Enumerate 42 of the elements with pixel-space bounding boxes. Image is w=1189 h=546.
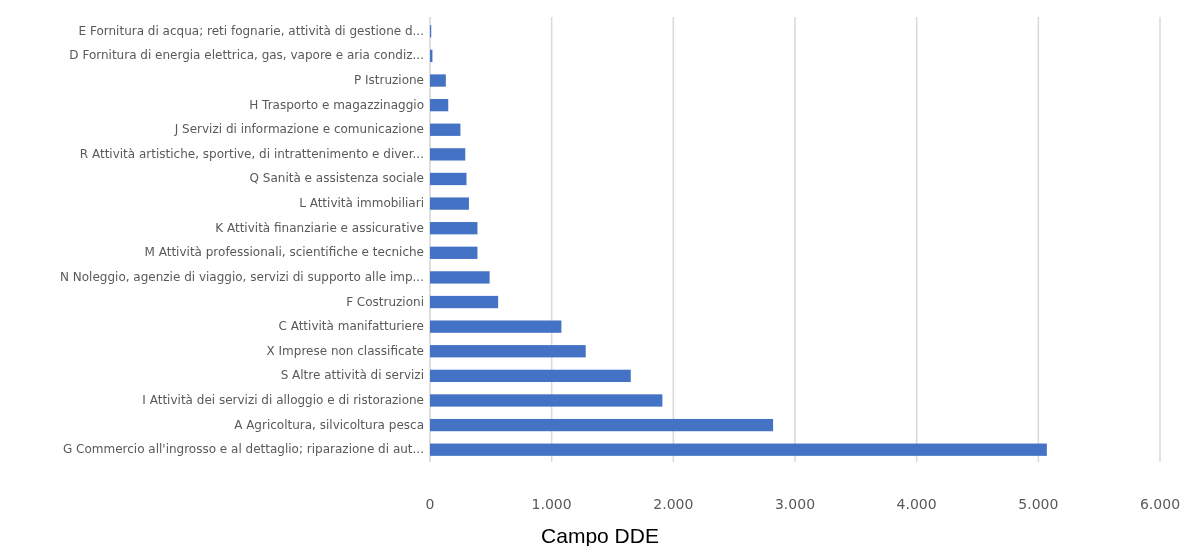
y-tick-label: F Costruzioni — [346, 294, 424, 309]
y-tick-label: H Trasporto e magazzinaggio — [249, 97, 424, 112]
x-tick-label: 1.000 — [531, 496, 572, 512]
bar — [430, 98, 449, 112]
y-tick-label: E Fornitura di acqua; reti fognarie, attività di gestione d... — [78, 23, 424, 38]
bar — [430, 295, 499, 309]
bar — [430, 394, 663, 407]
y-tick-label: C Attività manifatturiere — [278, 319, 424, 334]
bar — [430, 369, 631, 383]
bar — [430, 271, 490, 284]
x-tick-label: 4.000 — [896, 496, 937, 512]
bar — [430, 197, 469, 210]
y-tick-label: D Fornitura di energia elettrica, gas, vapore e aria condiz... — [69, 48, 424, 63]
bar — [430, 172, 467, 186]
y-tick-label: Q Sanità e assistenza sociale — [249, 171, 424, 186]
y-tick-label: J Servizi di informazione e comunicazione — [173, 122, 424, 137]
bar — [430, 345, 586, 358]
x-tick-label: 5.000 — [1018, 496, 1059, 512]
y-tick-label: R Attività artistiche, sportive, di intrattenimento e diver... — [79, 146, 424, 161]
y-tick-label: P Istruzione — [353, 73, 424, 88]
x-axis-title: Campo DDE — [541, 523, 659, 546]
bar — [430, 246, 478, 259]
y-tick-label: L Attività immobiliari — [299, 196, 424, 211]
x-tick-label: 0 — [425, 496, 435, 512]
y-tick-label: A Agricoltura, silvicoltura pesca — [234, 417, 424, 432]
bar — [430, 222, 478, 235]
x-tick-label: 3.000 — [774, 496, 816, 512]
y-tick-label: K Attività finanziarie e assicurative — [215, 220, 424, 235]
bar — [430, 443, 1047, 456]
bar — [430, 123, 461, 136]
x-tick-label: 2.000 — [653, 496, 694, 512]
bar — [430, 148, 466, 161]
y-tick-label: S Altre attività di servizi — [280, 368, 424, 383]
bar — [430, 74, 446, 87]
y-tick-label: G Commercio all'ingrosso e al dettaglio; riparazione di aut... — [62, 442, 424, 457]
y-tick-label: N Noleggio, agenzie di viaggio, servizi di supporto alle imp... — [60, 269, 424, 284]
y-tick-label: I Attività dei servizi di alloggio e di ristorazione — [142, 392, 424, 407]
x-tick-label: 6.000 — [1139, 496, 1181, 512]
y-tick-label: X Imprese non classificate — [266, 343, 424, 358]
y-tick-label: M Attività professionali, scientifiche e tecniche — [144, 245, 424, 260]
bar — [430, 418, 774, 432]
bar — [430, 320, 562, 333]
